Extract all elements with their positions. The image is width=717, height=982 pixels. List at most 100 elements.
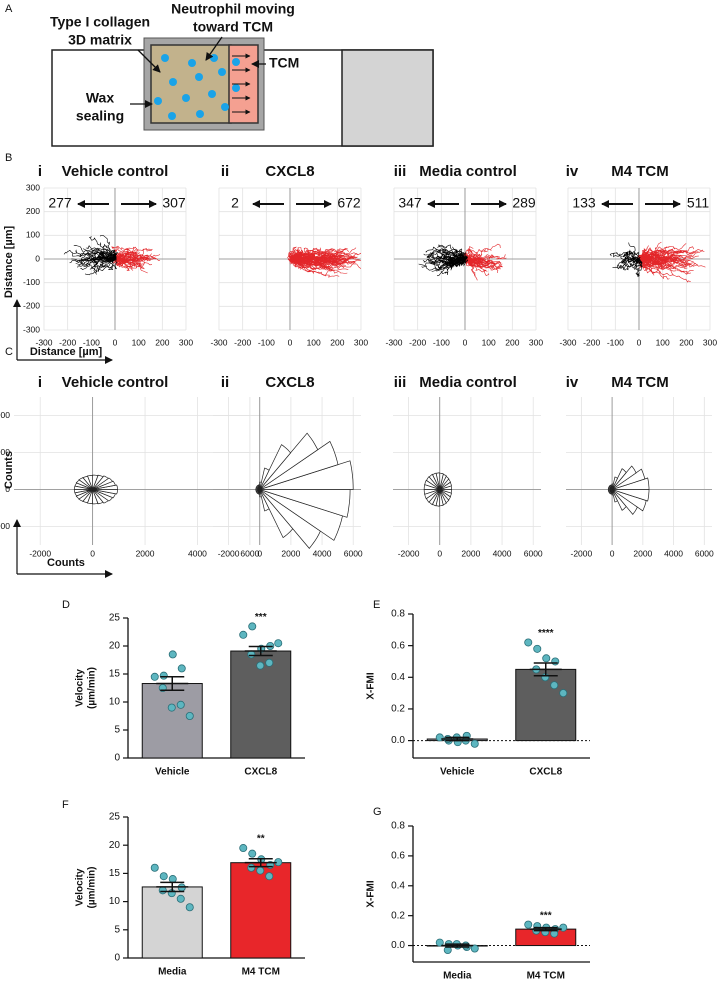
y-axis-label: X-FMI	[366, 880, 377, 907]
data-point	[559, 923, 568, 932]
diagram-label: Type I collagen	[50, 14, 150, 30]
data-point	[248, 849, 257, 858]
rose-wedge	[423, 484, 440, 490]
track	[78, 251, 116, 263]
data-point	[265, 658, 274, 667]
rose-wedge	[611, 489, 647, 512]
y-tick-label: 25	[109, 613, 121, 624]
x-tick-label: 2000	[281, 548, 300, 558]
track	[114, 256, 156, 262]
plot-numeral: iii	[394, 374, 407, 391]
rose-wedge	[78, 477, 93, 490]
x-tick-label: CXCL8	[529, 767, 562, 778]
y-axis-label: Velocity	[75, 868, 86, 906]
x-tick-label: -100	[83, 337, 100, 347]
track-group	[636, 241, 706, 283]
data-point	[168, 650, 177, 659]
x-tick-label: Media	[443, 971, 472, 982]
bar	[141, 886, 203, 959]
y-axis-label: (µm/min)	[87, 667, 98, 709]
y-tick-label: 0.4	[391, 880, 405, 891]
x-tick-label: 200	[330, 337, 344, 347]
plot-title: Vehicle control	[62, 374, 169, 391]
x-tick-label: 300	[703, 337, 717, 347]
flow-arrows	[232, 53, 251, 115]
track	[638, 255, 690, 266]
y-tick-label: 4000	[0, 410, 10, 420]
error-bar	[441, 736, 474, 742]
y-tick-label: -200	[23, 301, 40, 311]
rose-wedge	[428, 489, 441, 506]
y-tick-label: 0	[35, 253, 40, 263]
panel-letter: F	[62, 799, 69, 811]
significance: ***	[540, 910, 552, 921]
rose-wedge	[92, 475, 110, 490]
x-tick-label: -2000	[218, 548, 240, 558]
plot-numeral: i	[38, 163, 42, 180]
plot-title: Vehicle control	[62, 163, 169, 180]
track	[104, 252, 117, 260]
x-tick-label: 0	[637, 337, 642, 347]
y-tick-label: 25	[109, 812, 121, 823]
data-point	[247, 650, 256, 659]
x-tick-label: 200	[155, 337, 169, 347]
track-group	[461, 243, 507, 281]
plot-title: M4 TCM	[611, 163, 669, 180]
track-group	[63, 235, 119, 276]
x-tick-label: -200	[234, 337, 251, 347]
x-tick-label: 0	[463, 337, 468, 347]
diagram-label: TCM	[269, 55, 299, 71]
y-tick-label: 0.2	[391, 910, 405, 921]
x-tick-label: 100	[482, 337, 496, 347]
y-tick-label: 10	[109, 896, 121, 907]
track	[453, 257, 466, 267]
track	[628, 242, 640, 260]
y-tick-label: 0.4	[391, 672, 405, 683]
y-tick-label: 0.0	[391, 940, 405, 951]
data-point	[177, 664, 186, 673]
bar	[230, 862, 292, 959]
x-tick-label: 4000	[188, 548, 207, 558]
track	[289, 248, 350, 261]
panel-letter: D	[62, 599, 70, 611]
slide-end	[341, 49, 434, 147]
y-tick-label: -100	[23, 277, 40, 287]
y-tick-label: 20	[109, 641, 121, 652]
x-tick-label: -2000	[398, 548, 420, 558]
data-point	[185, 712, 194, 721]
x-tick-label: 4000	[664, 548, 683, 558]
plot-title: M4 TCM	[611, 374, 669, 391]
plot-numeral: iii	[394, 163, 407, 180]
x-tick-label: -300	[210, 337, 227, 347]
x-tick-label: Media	[158, 967, 187, 978]
y-tick-label: 0	[5, 484, 10, 494]
track-group	[111, 245, 161, 274]
track	[422, 255, 466, 266]
count-label: 2	[231, 195, 239, 211]
panel-letter: E	[373, 599, 380, 611]
track-group	[287, 246, 361, 278]
data-point	[168, 875, 177, 884]
error-bar	[529, 926, 562, 932]
track	[427, 255, 468, 264]
x-tick-label: 2000	[136, 548, 155, 558]
x-tick-label: -200	[583, 337, 600, 347]
y-tick-label: 15	[109, 868, 121, 879]
rose-wedge	[611, 489, 638, 515]
diagram-label: Wax	[86, 90, 114, 106]
data-point	[176, 700, 185, 709]
rose-wedge	[611, 489, 650, 502]
chamber	[51, 36, 434, 147]
data-point	[159, 671, 168, 680]
track	[289, 256, 340, 268]
track	[464, 254, 506, 263]
rose-wedge	[439, 489, 450, 504]
rose-wedge	[259, 489, 343, 541]
track	[289, 249, 350, 260]
x-tick-label: -200	[409, 337, 426, 347]
significance: ***	[255, 612, 267, 623]
data-point	[167, 703, 176, 712]
track	[462, 254, 479, 268]
y-tick-label: 100	[26, 230, 40, 240]
y-axis-label: Distance [µm]	[3, 225, 15, 298]
